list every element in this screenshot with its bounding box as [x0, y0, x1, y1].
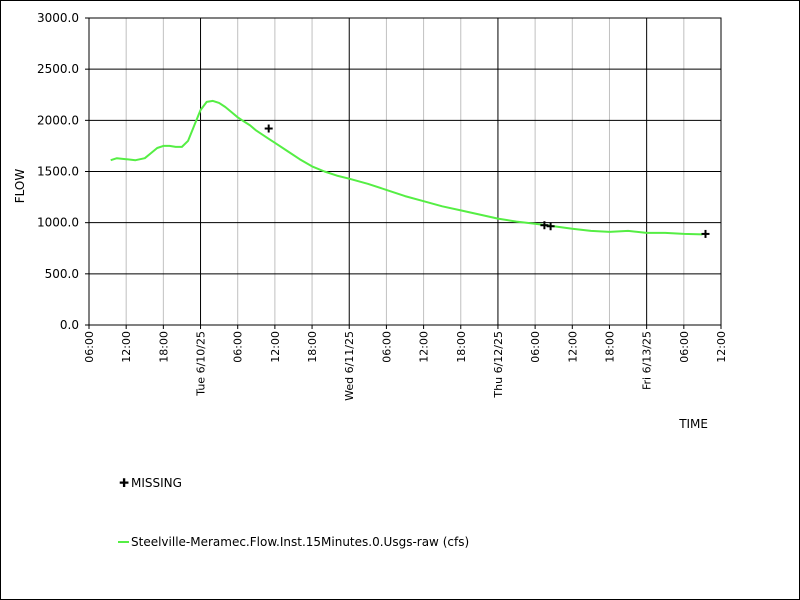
y-tick-label: 1000.0	[37, 216, 79, 230]
legend-missing: ✚ MISSING	[118, 476, 182, 490]
y-tick-label: 3000.0	[37, 11, 79, 25]
x-tick-label: 12:00	[120, 331, 133, 363]
y-tick-label: 500.0	[45, 267, 79, 281]
missing-marker	[701, 229, 710, 238]
x-tick-label: 06:00	[380, 331, 393, 363]
x-tick-label: 18:00	[455, 331, 468, 363]
x-tick-label: 06:00	[529, 331, 542, 363]
x-tick-label: Thu 6/12/25	[492, 331, 505, 399]
x-tick-label: 18:00	[306, 331, 319, 363]
missing-markers	[264, 124, 710, 238]
missing-marker	[540, 221, 549, 230]
series-line	[110, 99, 703, 236]
x-tick-label: 12:00	[566, 331, 579, 363]
y-axis: 0.0 500.0 1000.0 1500.0 2000.0 2500.0 3000.0	[37, 11, 89, 332]
x-axis: 06:00 12:00 18:00 Tue 6/10/25 06:00 12:00 18:0…	[83, 325, 728, 401]
x-tick-label: 12:00	[269, 331, 282, 363]
x-tick-label: 12:00	[418, 331, 431, 363]
x-tick-label: Fri 6/13/25	[641, 331, 654, 390]
x-tick-label: Tue 6/10/25	[195, 331, 208, 397]
missing-marker	[546, 222, 555, 231]
x-tick-label: 06:00	[83, 331, 96, 363]
y-axis-label: FLOW	[13, 169, 27, 204]
legend-series: Steelville-Meramec.Flow.Inst.15Minutes.0…	[118, 535, 469, 549]
legend-missing-label: MISSING	[131, 476, 182, 490]
y-tick-label: 0.0	[60, 318, 79, 332]
x-tick-label: 18:00	[157, 331, 170, 363]
y-tick-label: 2000.0	[37, 113, 79, 127]
cross-icon: ✚	[118, 476, 130, 490]
x-tick-label: 06:00	[232, 331, 245, 363]
x-tick-label: 18:00	[603, 331, 616, 363]
grid	[88, 17, 722, 326]
y-tick-label: 1500.0	[37, 165, 79, 179]
x-tick-label: 12:00	[715, 331, 728, 363]
x-tick-label: 06:00	[678, 331, 691, 363]
x-axis-label: TIME	[678, 417, 708, 431]
y-tick-label: 2500.0	[37, 62, 79, 76]
legend-series-label: Steelville-Meramec.Flow.Inst.15Minutes.0…	[131, 535, 470, 549]
legend-line-icon	[118, 541, 129, 543]
x-tick-label: Wed 6/11/25	[343, 331, 356, 401]
missing-marker	[264, 124, 273, 133]
series-layer	[110, 99, 703, 236]
